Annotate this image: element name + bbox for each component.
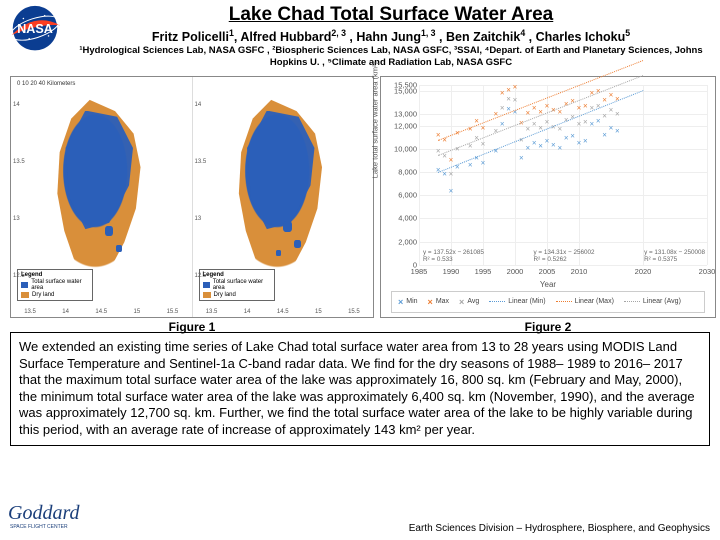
ytick-label: 10,000 (394, 144, 417, 153)
chart-ylabel: Lake total surface water area (km²) (371, 62, 380, 178)
map-legend-left: Legend Total surface water area Dry land (17, 269, 93, 301)
xtick-label: 1990 (443, 267, 460, 276)
figure-2-caption: Figure 2 (380, 320, 716, 334)
ytick-label: 4,000 (398, 214, 417, 223)
ytick-label: 8,000 (398, 168, 417, 177)
page-title: Lake Chad Total Surface Water Area (70, 4, 712, 26)
nasa-logo: NASA (6, 4, 64, 52)
data-point: × (480, 141, 487, 148)
map-xticks: 13.51414.51515.5 (193, 309, 374, 315)
xtick-label: 2010 (571, 267, 588, 276)
ytick-label: 13,000 (394, 109, 417, 118)
data-point: × (448, 187, 455, 194)
map-right: Legend Total surface water area Dry land… (193, 77, 374, 317)
legend-item: Linear (Avg) (624, 298, 681, 305)
trend-equations: y = 137.52x − 261085 R² = 0.533 y = 134.3… (423, 249, 705, 263)
data-point: × (480, 124, 487, 131)
map-yticks: 1413.51312.5 (195, 77, 207, 305)
data-point: × (499, 121, 506, 128)
data-point: × (467, 162, 474, 169)
figures-row: 0 10 20 40 Kilometers Legend Total surfa… (0, 70, 720, 320)
trend-equation: y = 131.08x − 250008 R² = 0.5375 (644, 249, 705, 263)
legend-item: ×Avg (459, 297, 479, 307)
xtick-label: 2005 (539, 267, 556, 276)
ytick-label: 6,000 (398, 191, 417, 200)
legend-item: ×Max (428, 297, 450, 307)
data-point: × (614, 110, 621, 117)
xtick-label: 2030 (699, 267, 716, 276)
data-point: × (480, 159, 487, 166)
figure-1-panel: 0 10 20 40 Kilometers Legend Total surfa… (10, 76, 374, 318)
trend-equation: y = 134.31x − 256002 R² = 0.5262 (534, 249, 595, 263)
ytick-label: 12,000 (394, 121, 417, 130)
map-left: 0 10 20 40 Kilometers Legend Total surfa… (11, 77, 193, 317)
xtick-label: 1995 (475, 267, 492, 276)
data-point: × (448, 157, 455, 164)
legend-item: ×Min (398, 297, 418, 307)
legend-item: Linear (Max) (556, 298, 614, 305)
goddard-logo: Goddard SPACE FLIGHT CENTER (8, 501, 118, 536)
data-point: × (582, 137, 589, 144)
data-point: × (614, 128, 621, 135)
trend-equation: y = 137.52x − 261085 R² = 0.533 (423, 249, 484, 263)
chart-xlabel: Year (540, 280, 556, 289)
map-yticks: 1413.51312.5 (13, 77, 25, 305)
figure-2-panel: 02,0004,0006,0008,00010,00012,00013,0001… (380, 76, 716, 318)
affiliations: ¹Hydrological Sciences Lab, NASA GSFC , … (70, 45, 712, 68)
data-point: × (556, 126, 563, 133)
data-point: × (582, 119, 589, 126)
data-point: × (499, 105, 506, 112)
svg-text:NASA: NASA (17, 22, 53, 36)
data-point: × (556, 144, 563, 151)
data-point: × (512, 84, 519, 91)
ytick-label: 2,000 (398, 237, 417, 246)
figure-1-caption: Figure 1 (10, 320, 374, 334)
data-point: × (448, 171, 455, 178)
map-legend-right: Legend Total surface water area Dry land (199, 269, 275, 301)
header: NASA Lake Chad Total Surface Water Area … (0, 0, 720, 70)
data-point: × (569, 133, 576, 140)
ytick-label: 15,500 (394, 80, 417, 89)
data-point: × (601, 131, 608, 138)
abstract-text: We extended an existing time series of L… (10, 332, 710, 446)
data-point: × (512, 97, 519, 104)
svg-text:Goddard: Goddard (8, 502, 80, 524)
chart-plot-area: 02,0004,0006,0008,00010,00012,00013,0001… (419, 85, 707, 265)
chart-legend: ×Min ×Max ×Avg Linear (Min) Linear (Max) Line… (391, 291, 705, 313)
map-xticks: 13.51414.51515.5 (11, 309, 192, 315)
legend-item: Linear (Min) (489, 298, 545, 305)
scale-bar-label: 0 10 20 40 Kilometers (17, 81, 75, 87)
data-point: × (518, 155, 525, 162)
figure-2: 02,0004,0006,0008,00010,00012,00013,0001… (380, 76, 716, 318)
svg-text:SPACE FLIGHT CENTER: SPACE FLIGHT CENTER (10, 524, 68, 530)
xtick-label: 1985 (411, 267, 428, 276)
xtick-label: 2020 (635, 267, 652, 276)
footer-text: Earth Sciences Division – Hydrosphere, B… (409, 523, 710, 534)
figure-1: 0 10 20 40 Kilometers Legend Total surfa… (10, 76, 374, 318)
authors-line: Fritz Policelli1, Alfred Hubbard2, 3 , H… (70, 28, 712, 44)
xtick-label: 2000 (507, 267, 524, 276)
